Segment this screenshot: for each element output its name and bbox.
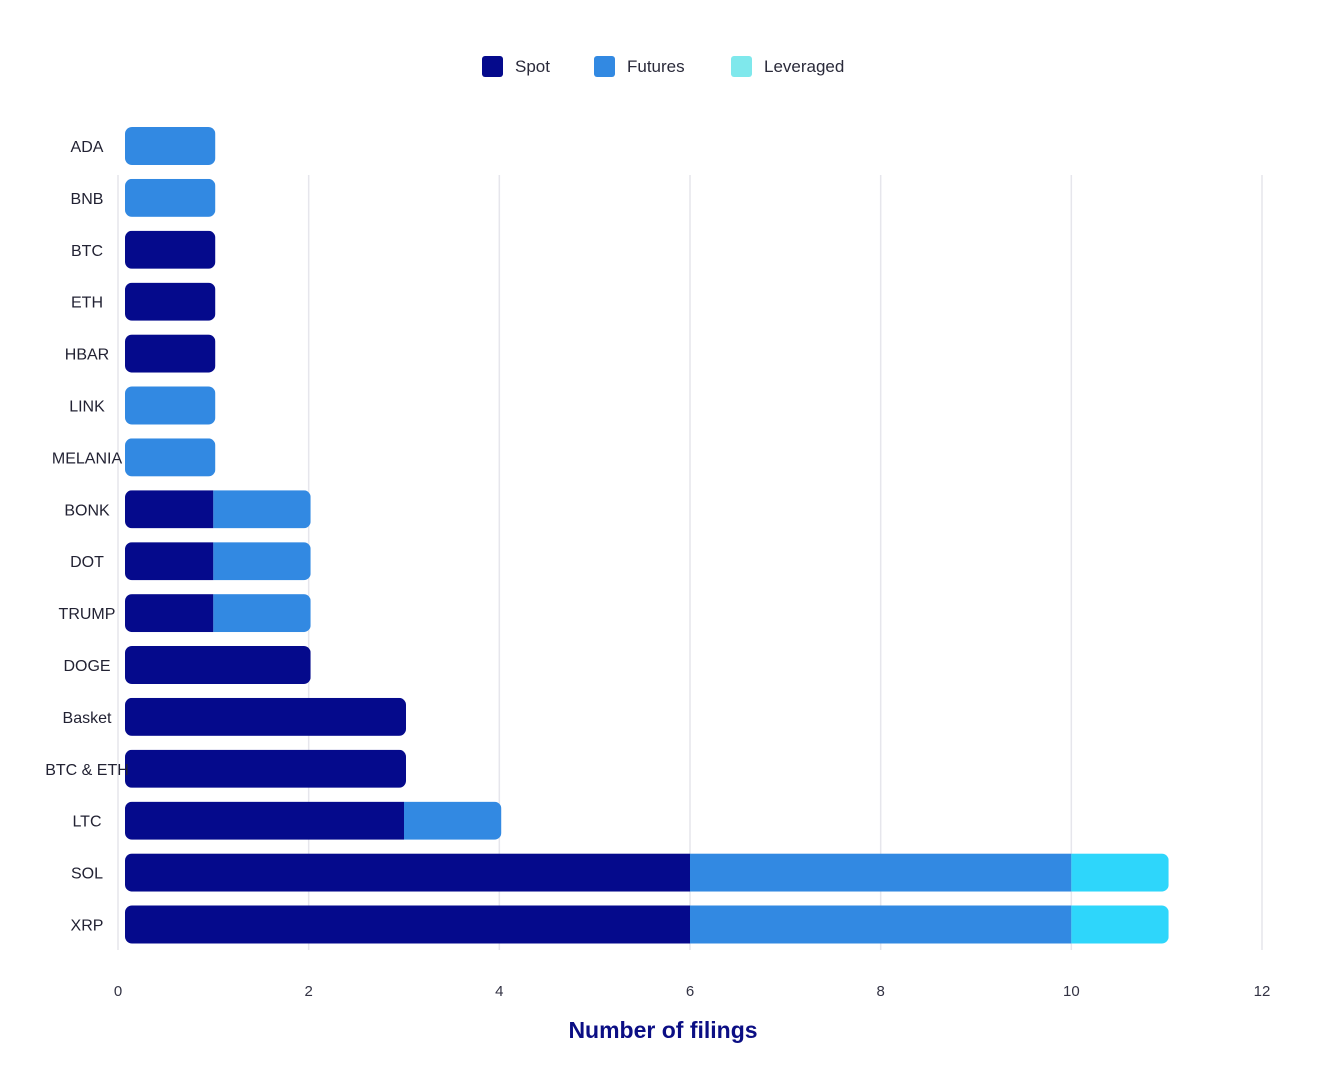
gridlines bbox=[117, 175, 1263, 950]
bar-row-ltc bbox=[125, 801, 502, 840]
bar-segment-futures bbox=[125, 178, 216, 217]
legend: Spot Futures Leveraged bbox=[482, 56, 844, 77]
legend-swatch-spot bbox=[482, 56, 503, 77]
bar-row-melania bbox=[125, 438, 216, 477]
bar-segment-leveraged bbox=[1071, 905, 1169, 944]
bar-segment-spot bbox=[125, 594, 214, 633]
bar-segment-spot bbox=[125, 697, 406, 736]
bar-segment-spot bbox=[125, 749, 406, 788]
bar-segment-spot bbox=[125, 282, 216, 321]
category-label: BTC bbox=[71, 243, 103, 260]
bar-row-basket bbox=[125, 697, 406, 736]
x-tick-label: 6 bbox=[686, 983, 694, 1000]
category-label: DOGE bbox=[63, 658, 110, 675]
category-labels: ADA BNB BTC ETH HBAR LINK MELANIA BONK DOT TRUMP D… bbox=[45, 139, 129, 935]
bar-segment-futures bbox=[404, 801, 502, 840]
x-tick-label: 2 bbox=[304, 983, 312, 1000]
x-tick-label: 4 bbox=[495, 983, 503, 1000]
bar-segment-futures bbox=[213, 594, 311, 633]
legend-label-futures: Futures bbox=[627, 57, 685, 76]
category-label: HBAR bbox=[65, 347, 109, 364]
category-label: BONK bbox=[64, 502, 110, 519]
x-tick-label: 0 bbox=[114, 983, 122, 1000]
category-label: LINK bbox=[69, 399, 105, 416]
bar-row-sol bbox=[125, 853, 1169, 892]
x-tick-label: 8 bbox=[876, 983, 884, 1000]
bar-row-doge bbox=[125, 646, 311, 684]
bar-segment-spot bbox=[125, 230, 216, 269]
bar-segment-futures bbox=[125, 386, 216, 425]
bar-segment-futures bbox=[690, 905, 1072, 944]
x-tick-label: 10 bbox=[1063, 983, 1080, 1000]
category-label: MELANIA bbox=[52, 450, 123, 467]
category-label: TRUMP bbox=[59, 606, 116, 623]
bar-segment-spot bbox=[125, 490, 214, 529]
legend-label-leveraged: Leveraged bbox=[764, 57, 844, 76]
category-label: BTC & ETH bbox=[45, 762, 129, 779]
bar-segment-spot bbox=[125, 905, 690, 944]
legend-label-spot: Spot bbox=[515, 57, 550, 76]
bar-segment-leveraged bbox=[1071, 853, 1169, 892]
bar-segment-spot bbox=[125, 853, 690, 892]
bar-row-btc bbox=[125, 230, 216, 269]
legend-swatch-futures bbox=[594, 56, 615, 77]
category-label: ETH bbox=[71, 295, 103, 312]
bar-row-btc-eth bbox=[125, 749, 406, 788]
bar-row-bnb bbox=[125, 178, 216, 217]
category-label: SOL bbox=[71, 866, 103, 883]
category-label: BNB bbox=[71, 191, 104, 208]
bar-row-link bbox=[125, 386, 216, 425]
category-label: XRP bbox=[71, 918, 104, 935]
x-axis-title: Number of filings bbox=[568, 1017, 757, 1043]
bar-segment-futures bbox=[213, 490, 311, 529]
bar-row-ada bbox=[125, 127, 216, 165]
bar-row-bonk bbox=[125, 490, 311, 529]
bar-row-eth bbox=[125, 282, 216, 321]
bar-row-trump bbox=[125, 594, 311, 633]
bar-segment-futures bbox=[125, 438, 216, 477]
bar-segment-spot bbox=[125, 542, 214, 581]
category-label: DOT bbox=[70, 554, 104, 571]
bar-segment-spot bbox=[125, 646, 311, 684]
bar-row-xrp bbox=[125, 905, 1169, 944]
x-tick-labels: 0 2 4 6 8 10 12 bbox=[114, 983, 1271, 1000]
bar-segment-futures bbox=[213, 542, 311, 581]
category-label: Basket bbox=[63, 710, 112, 727]
bars bbox=[125, 127, 1169, 944]
bar-segment-futures bbox=[690, 853, 1072, 892]
bar-row-hbar bbox=[125, 334, 216, 373]
bar-segment-spot bbox=[125, 334, 216, 373]
legend-swatch-leveraged bbox=[731, 56, 752, 77]
bar-segment-futures bbox=[125, 127, 216, 165]
x-tick-label: 12 bbox=[1254, 983, 1271, 1000]
category-label: LTC bbox=[72, 814, 101, 831]
category-label: ADA bbox=[71, 139, 104, 156]
bar-row-dot bbox=[125, 542, 311, 581]
bar-segment-spot bbox=[125, 801, 404, 840]
